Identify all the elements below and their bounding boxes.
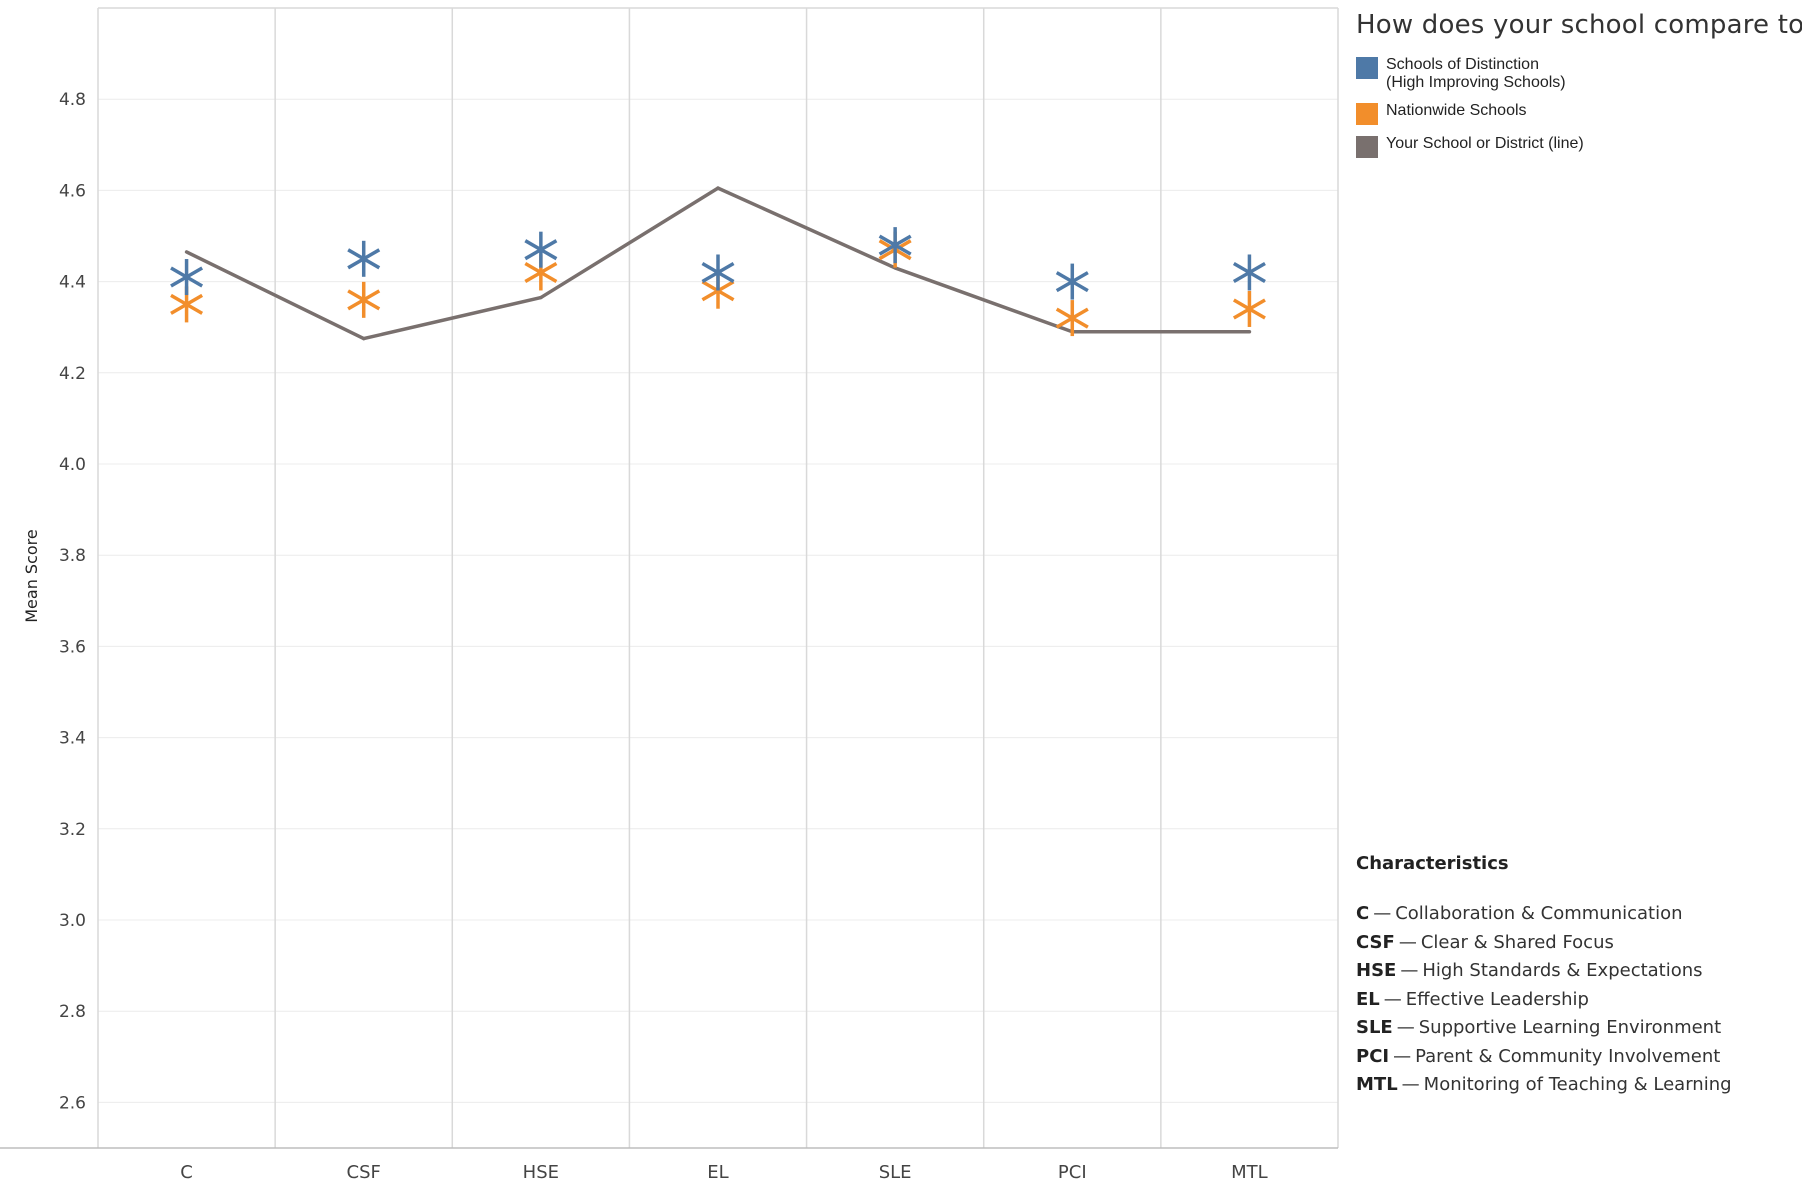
your-school-line-segment [539,186,720,300]
asterisk-stroke [347,248,381,270]
legend-swatch [1356,136,1378,158]
legend: How does your school compare to: Schools… [1356,10,1802,168]
y-tick-label: 2.6 [59,1093,86,1113]
characteristic-item: C — Collaboration & Communication [1356,900,1796,929]
y-tick-label: 3.4 [59,729,86,749]
x-tick-label: SLE [879,1162,912,1180]
legend-label: Your School or District (line) [1386,135,1584,152]
characteristic-item: MTL — Monitoring of Teaching & Learning [1356,1071,1796,1100]
x-tick-label: PCI [1058,1162,1087,1180]
nationwide-asterisk-marker[interactable] [1232,290,1266,327]
nationwide-asterisk-marker[interactable] [347,281,381,318]
chart-axes: 2.6 2.8 3.0 3.2 3.4 3.6 3.8 4.0 4.2 4.4 4.6 4.8 C CSF… [0,7,1338,1180]
characteristic-separator: — [1398,931,1417,953]
characteristic-description: Effective Leadership [1405,988,1589,1010]
distinction-asterisk-marker[interactable] [1055,263,1089,300]
distinction-asterisk-marker[interactable] [170,259,204,296]
characteristic-description: Collaboration & Communication [1395,903,1683,924]
y-tick-label: 4.6 [59,181,86,201]
y-tick-label: 4.0 [59,455,86,475]
nationwide-asterisk-marker[interactable] [1055,300,1089,337]
characteristic-description: Supportive Learning Environment [1418,1017,1722,1038]
x-tick-label: CSF [347,1162,381,1180]
your-school-line-layer [184,186,1252,341]
chart-grid [97,8,1339,1148]
asterisk-stroke [170,293,204,315]
characteristic-description: Monitoring of Teaching & Learning [1423,1074,1732,1095]
your-school-line-segment [361,295,543,341]
asterisk-stroke [1055,307,1089,329]
legend-items: Schools of Distinction (High Improving S… [1356,56,1796,158]
characteristic-item: SLE — Supportive Learning Environment [1356,1014,1796,1043]
distinction-asterisk-marker[interactable] [1232,254,1266,291]
characteristics-list: C — Collaboration & Communication CSF — Clear… [1356,900,1796,1100]
y-tick-label: 3.6 [59,637,86,657]
characteristic-description: Parent & Community Involvement [1415,1045,1721,1067]
legend-label: Schools of Distinction (High Improving S… [1386,56,1566,91]
y-tick-label: 3.0 [59,911,86,931]
legend-item[interactable]: Nationwide Schools [1356,102,1796,125]
y-tick-label: 3.8 [59,546,86,566]
characteristics-title: Characteristics [1356,853,1509,874]
x-tick-label: MTL [1231,1162,1268,1180]
characteristic-separator: — [1396,1017,1415,1038]
characteristic-abbr: HSE [1356,960,1397,981]
asterisk-stroke [1232,261,1266,283]
legend-item[interactable]: Schools of Distinction (High Improving S… [1356,56,1796,92]
characteristic-separator: — [1401,1074,1420,1095]
characteristic-abbr: SLE [1356,1017,1393,1038]
your-school-line-segment [184,250,366,341]
y-axis-label: Mean Score [22,529,41,623]
asterisk-stroke [878,234,912,256]
y-tick-label: 4.4 [59,273,86,293]
asterisk-stroke [1055,271,1089,293]
characteristic-separator: — [1393,1045,1412,1067]
marker-layer [170,227,1266,337]
characteristic-description: Clear & Shared Focus [1420,931,1614,953]
your-school-line-segment [893,266,1075,334]
characteristic-abbr: EL [1356,988,1380,1010]
y-tick-label: 2.8 [59,1002,86,1022]
distinction-asterisk-marker[interactable] [524,231,558,268]
y-tick-label: 4.2 [59,364,86,384]
your-school-line-segment [716,186,897,270]
asterisk-stroke [170,266,204,288]
characteristic-separator: — [1400,960,1419,981]
characteristic-item: CSF — Clear & Shared Focus [1356,929,1796,958]
characteristic-abbr: CSF [1356,931,1395,953]
characteristic-separator: — [1373,903,1392,924]
x-tick-label: HSE [523,1162,559,1180]
your-school-line-series [184,186,1252,341]
asterisk-stroke [701,261,735,283]
y-tick-label: 4.8 [59,90,86,110]
characteristic-abbr: MTL [1356,1074,1398,1095]
legend-swatch [1356,103,1378,125]
asterisk-stroke [701,280,735,302]
asterisk-stroke [524,261,558,283]
characteristic-item: HSE — High Standards & Expectations [1356,957,1796,986]
asterisk-stroke [1232,298,1266,320]
distinction-asterisk-marker[interactable] [878,227,912,264]
distinction-asterisk-marker[interactable] [347,240,381,277]
asterisk-stroke [347,289,381,311]
characteristic-item: EL — Effective Leadership [1356,986,1796,1015]
legend-label: Nationwide Schools [1386,102,1527,119]
y-tick-label: 3.2 [59,820,86,840]
legend-swatch [1356,57,1378,79]
asterisk-stroke [524,239,558,261]
distinction-asterisk-marker[interactable] [701,254,735,291]
characteristics-panel: Characteristics C — Collaboration & Commun… [1356,853,1796,1100]
characteristic-abbr: PCI [1356,1045,1390,1067]
legend-title: How does your school compare to: [1356,10,1802,40]
x-tick-label: C [180,1162,193,1180]
characteristic-item: PCI — Parent & Community Involvement [1356,1043,1796,1072]
characteristic-abbr: C [1356,903,1370,924]
characteristic-description: High Standards & Expectations [1422,960,1703,981]
characteristic-separator: — [1383,988,1402,1010]
x-tick-label: EL [707,1162,728,1180]
legend-item[interactable]: Your School or District (line) [1356,135,1796,158]
